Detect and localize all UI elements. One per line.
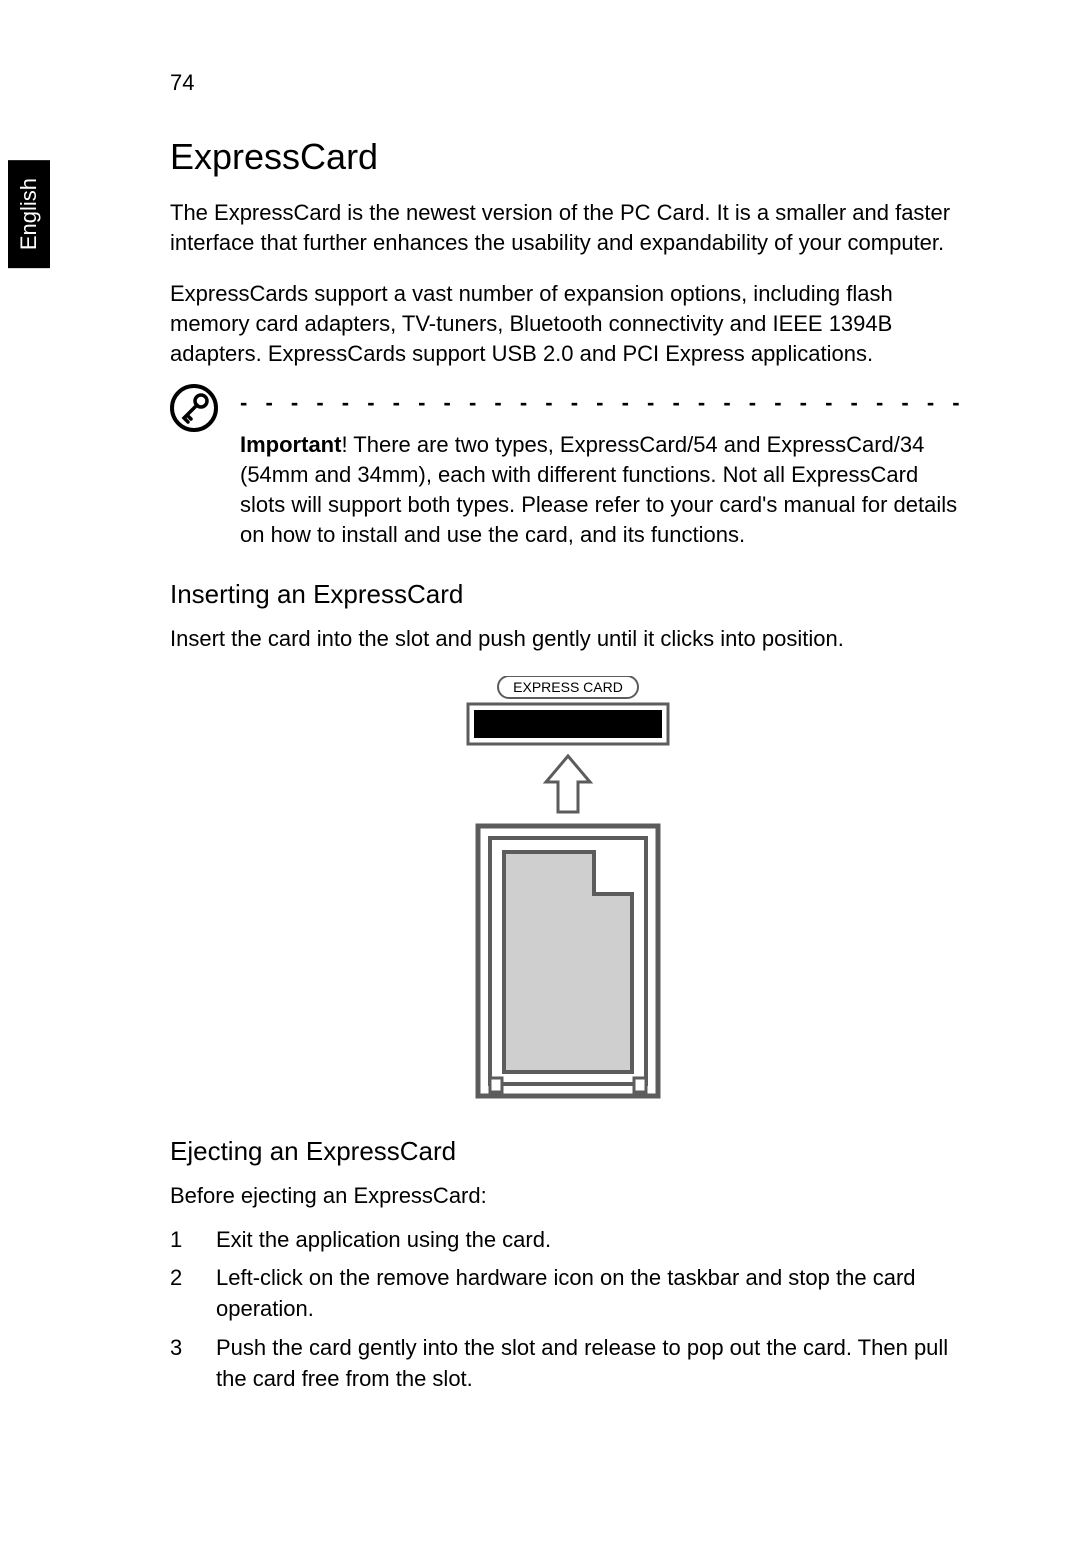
note-dotted-rule: - - - - - - - - - - - - - - - - - - - - … — [240, 390, 960, 416]
page-number: 74 — [170, 70, 960, 96]
important-note-block: - - - - - - - - - - - - - - - - - - - - … — [170, 390, 960, 549]
important-body: ! There are two types, ExpressCard/54 an… — [240, 432, 957, 546]
eject-intro: Before ejecting an ExpressCard: — [170, 1181, 960, 1211]
document-page: 74 ExpressCard The ExpressCard is the ne… — [0, 0, 1080, 1463]
page-title: ExpressCard — [170, 136, 960, 178]
insert-diagram: EXPRESS CARD — [170, 676, 960, 1106]
insert-text: Insert the card into the slot and push g… — [170, 624, 960, 654]
important-note-text: Important! There are two types, ExpressC… — [240, 430, 960, 549]
list-item: Left-click on the remove hardware icon o… — [170, 1263, 960, 1325]
eject-steps-list: Exit the application using the card. Lef… — [170, 1225, 960, 1395]
list-item: Exit the application using the card. — [170, 1225, 960, 1256]
important-label: Important — [240, 432, 341, 457]
intro-paragraph-1: The ExpressCard is the newest version of… — [170, 198, 960, 257]
language-tab: English — [8, 160, 50, 268]
key-icon — [170, 384, 218, 437]
list-item: Push the card gently into the slot and r… — [170, 1333, 960, 1395]
insert-heading: Inserting an ExpressCard — [170, 579, 960, 610]
eject-heading: Ejecting an ExpressCard — [170, 1136, 960, 1167]
diagram-label: EXPRESS CARD — [513, 679, 623, 695]
intro-paragraph-2: ExpressCards support a vast number of ex… — [170, 279, 960, 368]
